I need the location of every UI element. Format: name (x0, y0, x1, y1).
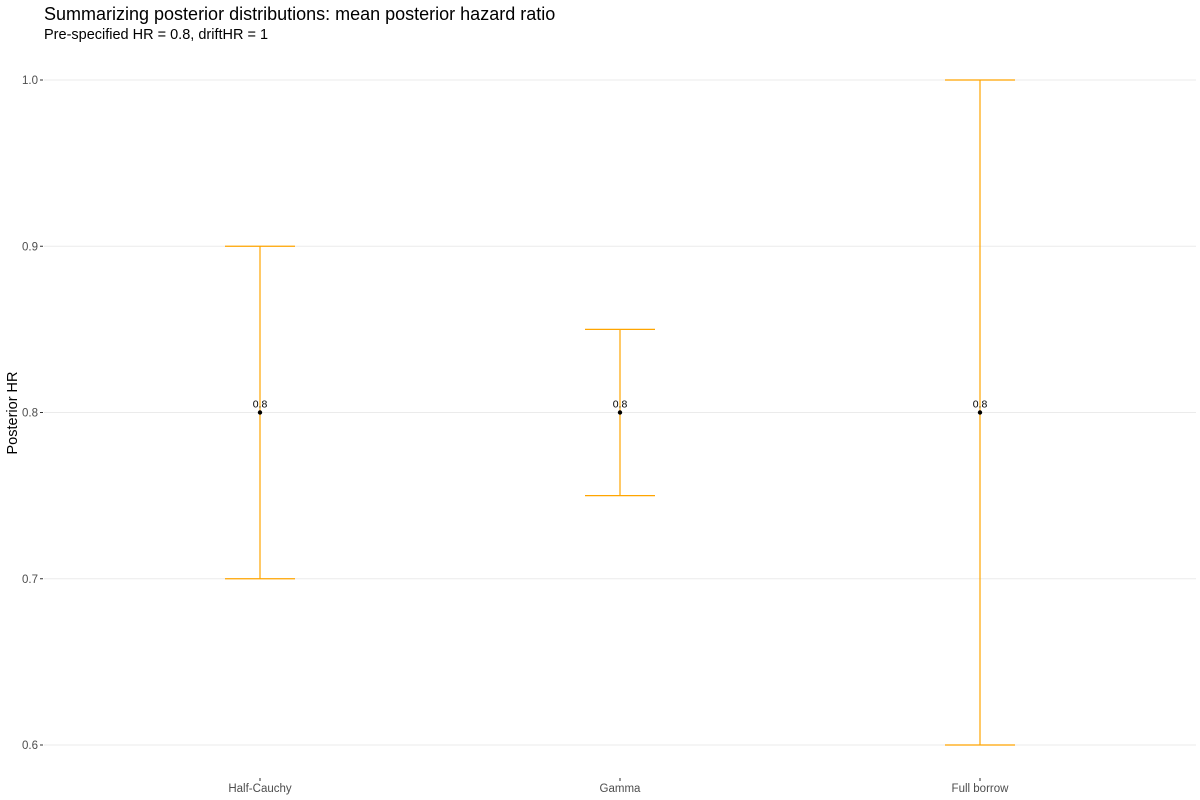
error-bars (225, 79, 1015, 746)
mean-point (257, 410, 263, 415)
y-tick-label: 0.8 (22, 408, 38, 420)
data-labels: 0.8 0.8 0.8 (253, 399, 988, 411)
mean-data-label: 0.8 (253, 399, 268, 411)
mean-data-label: 0.8 (613, 399, 628, 411)
y-tick-label: 0.9 (22, 241, 38, 253)
y-axis-label: Posterior HR (5, 372, 21, 455)
mean-data-label: 0.8 (973, 399, 988, 411)
mean-point (617, 410, 623, 415)
y-axis: 0.6 0.7 0.8 0.9 1.0 (22, 75, 43, 752)
chart-title: Summarizing posterior distributions: mea… (44, 4, 555, 24)
mean-point (977, 410, 983, 415)
x-tick-label: Gamma (600, 783, 642, 795)
y-tick-label: 1.0 (22, 75, 38, 87)
x-axis: Half-Cauchy Gamma Full borrow (228, 778, 1009, 795)
errorbar-half-cauchy (225, 245, 295, 580)
errorbar-gamma (585, 328, 655, 497)
y-tick-label: 0.6 (22, 740, 38, 752)
errorbar-full-borrow (945, 79, 1015, 746)
x-tick-label: Half-Cauchy (228, 783, 292, 795)
chart-subtitle: Pre-specified HR = 0.8, driftHR = 1 (44, 27, 268, 43)
x-tick-label: Full borrow (952, 783, 1010, 795)
y-tick-label: 0.7 (22, 574, 38, 586)
